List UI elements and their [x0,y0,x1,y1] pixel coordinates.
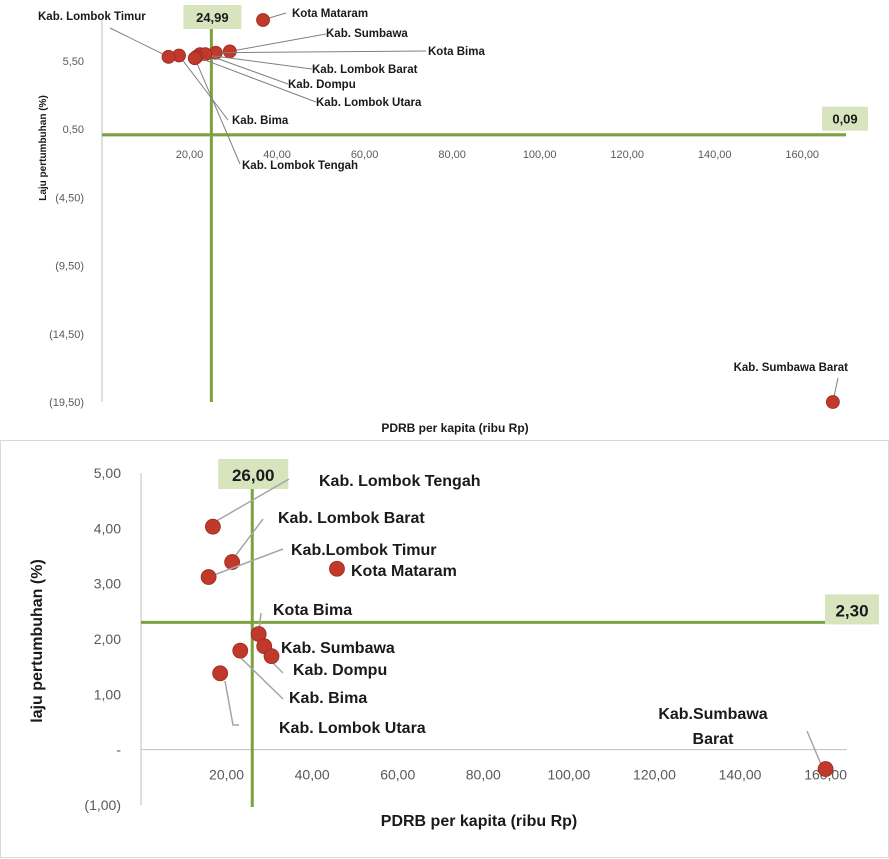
x-tick-label: 20,00 [209,767,244,783]
leader-line [272,662,284,674]
x-tick-label: 160,00 [785,149,819,161]
leader-line [196,56,317,103]
x-tick-label: 120,00 [633,767,676,783]
data-point-kab-lombok-timur [161,49,176,64]
data-label-kab-lombok-tengah: Kab. Lombok Tengah [242,160,358,172]
leader-line [109,27,169,58]
data-point-kab-sumbawa [222,44,237,59]
leader-line [213,548,284,576]
leader-line [268,12,287,19]
leader-line [224,680,239,726]
x-tick-label: 100,00 [523,149,557,161]
leader-line [194,58,241,165]
data-label-kab-lombok-barat: Kab. Lombok Barat [312,64,418,76]
y-tick-label: 0,50 [63,124,84,136]
data-point-kab-lombok-utara [212,665,229,682]
hline-value-label: 0,09 [832,112,857,127]
data-label-kab-sumbawa-barat: Kab.Sumbawa Barat [658,706,767,748]
data-point-kab-lombok-tengah [187,51,202,66]
vline-value-label: 24,99 [196,10,229,25]
data-label-kab-lombok-utara: Kab. Lombok Utara [316,97,422,109]
x-tick-label: 140,00 [698,149,732,161]
data-label-kab-lombok-utara: Kab. Lombok Utara [279,720,426,737]
x-tick-label: 100,00 [547,767,590,783]
hline-badge [822,106,868,131]
leader-line [232,518,264,560]
hline-value-label: 2,30 [835,601,868,620]
data-point-kab-lombok-tengah [204,518,221,535]
x-tick-label: 140,00 [719,767,762,783]
y-axis-title: laju pertumbuhan (%) [29,559,46,723]
x-tick-label: 40,00 [263,149,291,161]
y-tick-label: (9,50) [55,261,84,273]
vline-badge [218,459,289,489]
data-point-kab-sumbawa-barat [817,761,834,777]
hline-badge [825,594,879,625]
y-tick-label: (14,50) [49,329,84,341]
chart-top-svg: 20,00 40,00 60,00 80,00 100,00 120,00 140,00 16… [38,5,868,435]
data-label-kab-sumbawa: Kab. Sumbawa [281,640,395,657]
y-tick-label: 2,00 [94,631,121,647]
data-label-kota-mataram: Kota Mataram [292,8,368,20]
x-tick-label: 60,00 [380,767,415,783]
chart-bottom-svg: 20,0040,0060,0080,00100,00120,00140,0016… [29,459,879,830]
data-label-kab-sumbawa-barat: Kab. Sumbawa Barat [734,362,849,374]
data-label-kota-mataram: Kota Mataram [351,563,457,580]
x-tick-label: 120,00 [610,149,644,161]
data-point-kab-sumbawa-barat [825,395,840,409]
data-label-kab-dompu: Kab. Dompu [288,79,356,91]
y-axis-title: Laju pertumbuhan (%) [38,95,49,201]
data-point-kab-lombok-barat [224,554,241,570]
y-tick-label: 5,00 [94,465,121,481]
data-label-kab-sumbawa: Kab. Sumbawa [326,28,408,40]
data-point-kota-mataram [329,560,345,577]
leader-line [215,50,427,54]
y-tick-label: 3,00 [94,576,121,592]
y-tick-label: 1,00 [94,686,121,702]
y-tick-label: (1,00) [84,797,121,813]
data-point-kab-dompu [263,648,280,665]
x-axis-title: PDRB per kapita (ribu Rp) [381,421,528,435]
y-tick-label: 4,00 [94,520,121,536]
leader-line [178,55,229,121]
leader-line [240,657,284,700]
data-label-kab-bima: Kab. Bima [232,115,289,127]
leader-line [229,33,327,52]
x-tick-label: 40,00 [295,767,330,783]
vline-badge [183,5,242,29]
data-point-kab-bima [232,642,249,659]
x-tick-label: 20,00 [176,149,204,161]
data-point-kota-mataram [256,13,270,27]
y-tick-label: (19,50) [49,397,84,409]
vline-value-label: 26,00 [232,466,275,485]
scatter-chart-bottom: 20,0040,0060,0080,00100,00120,00140,0016… [0,440,889,858]
data-point-kab-lombok-timur [200,569,217,585]
data-label-kota-bima: Kota Bima [428,46,485,58]
data-label-kota-bima: Kota Bima [273,602,352,619]
data-label-kab-lombok-timur: Kab.Lombok Timur [291,542,437,559]
data-label-kab-lombok-timur: Kab. Lombok Timur [38,11,146,23]
data-label-kab-bima: Kab. Bima [289,690,367,707]
leader-line [199,53,313,70]
data-label-kab-dompu: Kab. Dompu [293,662,387,679]
x-tick-label: 80,00 [438,149,466,161]
y-tick-label: - [116,742,121,758]
data-label-kab-lombok-barat: Kab. Lombok Barat [278,510,425,527]
leader-line [806,730,824,770]
leader-line [205,53,289,85]
leader-line [212,478,290,524]
data-label-kab-lombok-tengah: Kab. Lombok Tengah [319,473,480,490]
x-tick-label: 60,00 [351,149,379,161]
scatter-chart-top: 20,00 40,00 60,00 80,00 100,00 120,00 140,00 16… [38,5,868,435]
y-tick-label: 5,50 [63,56,84,68]
x-tick-label: 80,00 [466,767,501,783]
x-axis-title: PDRB per kapita (ribu Rp) [381,813,577,830]
y-tick-label: (4,50) [55,192,84,204]
